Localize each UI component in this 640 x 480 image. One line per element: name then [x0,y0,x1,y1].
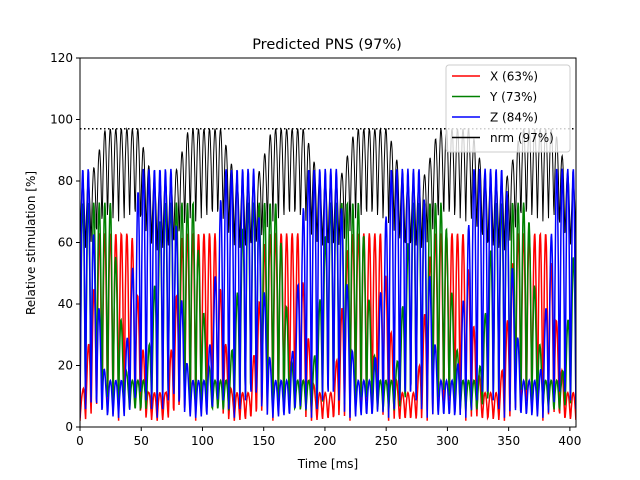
legend: X (63%) Y (73%) Z (84%) nrm (97%) [445,64,571,153]
y-tick-label: 20 [58,359,73,373]
x-tick-label: 100 [191,434,214,448]
x-tick-label: 200 [313,434,336,448]
x-tick-label: 400 [558,434,581,448]
x-tick-label: 250 [375,434,398,448]
x-tick-label: 50 [134,434,149,448]
y-tick-label: 40 [58,297,73,311]
x-axis-label: Time [ms] [297,457,359,471]
x-tick-label: 0 [76,434,84,448]
legend-label: Y (73%) [489,90,537,104]
series-line-x [80,231,576,421]
x-tick-label: 350 [497,434,520,448]
y-axis-label: Relative stimulation [%] [24,171,38,315]
y-tick-label: 120 [50,51,73,65]
series-layer [80,127,576,421]
y-tick-label: 80 [58,174,73,188]
y-tick-label: 100 [50,113,73,127]
legend-label: nrm (97%) [490,131,554,145]
y-axis: 0 20 40 60 80 100 120 [50,51,80,434]
legend-label: X (63%) [490,70,538,84]
series-line-z [80,168,576,418]
plot-area [79,57,577,428]
series-line-nrm [80,127,576,251]
x-axis: 0 50 100 150 200 250 300 350 400 [76,427,581,448]
legend-label: Z (84%) [490,111,538,125]
y-tick-label: 60 [58,236,73,250]
legend-box [445,64,571,153]
y-tick-label: 0 [65,420,73,434]
x-tick-label: 300 [436,434,459,448]
x-tick-label: 150 [252,434,275,448]
chart-title: Predicted PNS (97%) [252,37,402,53]
